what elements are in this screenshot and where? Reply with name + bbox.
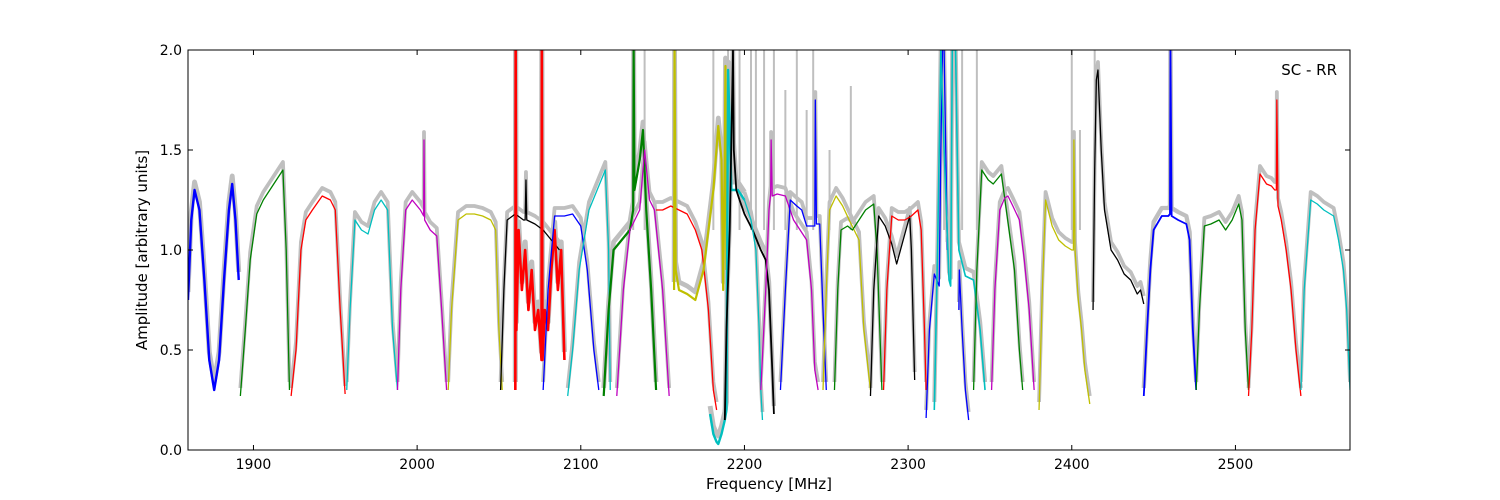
series-band03 bbox=[290, 195, 346, 397]
series-layer bbox=[188, 50, 1350, 446]
series-band08 bbox=[514, 50, 566, 391]
x-tick-label: 2500 bbox=[1218, 457, 1254, 473]
background-trace bbox=[188, 50, 1350, 439]
series-band02 bbox=[239, 169, 291, 397]
background-band-2 bbox=[238, 160, 292, 389]
series-band28 bbox=[990, 195, 1035, 391]
series-band22 bbox=[869, 215, 916, 397]
annotation-label: SC - RR bbox=[1281, 61, 1337, 79]
series-band14 bbox=[672, 50, 728, 302]
background-band-18 bbox=[758, 130, 820, 383]
background-band-19 bbox=[778, 90, 829, 383]
series-band24 bbox=[925, 50, 949, 419]
background-band-30 bbox=[1091, 60, 1146, 303]
background-band-25 bbox=[932, 50, 988, 403]
series-band32 bbox=[1195, 203, 1250, 391]
y-axis-label: Amplitude [arbitrary units] bbox=[133, 150, 151, 350]
series-band04 bbox=[346, 199, 399, 391]
y-tick-label: 2.0 bbox=[160, 43, 182, 59]
series-band20 bbox=[822, 195, 872, 391]
background-band-6 bbox=[446, 204, 505, 383]
background-band-28 bbox=[989, 186, 1037, 383]
y-tick-label: 0.5 bbox=[160, 343, 182, 359]
y-tick-label: 1.0 bbox=[160, 243, 182, 259]
background-band-14 bbox=[671, 50, 729, 295]
series-band11 bbox=[602, 50, 658, 397]
series-band10 bbox=[567, 169, 611, 397]
background-band-5 bbox=[395, 130, 449, 383]
series-band05 bbox=[396, 139, 448, 391]
series-band26 bbox=[958, 269, 970, 421]
y-tick-label: 1.5 bbox=[160, 143, 182, 159]
x-tick-label: 2000 bbox=[399, 457, 435, 473]
background-band-29 bbox=[1037, 130, 1092, 403]
series-band34 bbox=[1300, 199, 1350, 391]
series-band18 bbox=[760, 139, 819, 391]
background-band-33 bbox=[1246, 90, 1303, 389]
series-band17 bbox=[743, 199, 764, 421]
series-band09 bbox=[542, 213, 600, 391]
series-band27 bbox=[972, 169, 1024, 391]
series-band07 bbox=[499, 179, 561, 391]
series-band31 bbox=[1142, 50, 1198, 397]
x-tick-label: 1900 bbox=[236, 457, 272, 473]
series-band13 bbox=[656, 205, 718, 411]
series-band29 bbox=[1038, 139, 1091, 411]
background-band-12 bbox=[614, 140, 672, 389]
background-band-34 bbox=[1299, 190, 1350, 383]
x-tick-label: 2200 bbox=[727, 457, 763, 473]
series-band23 bbox=[882, 209, 927, 391]
series-band30 bbox=[1092, 69, 1145, 311]
series-band12 bbox=[616, 149, 670, 397]
x-tick-label: 2400 bbox=[1054, 457, 1090, 473]
series-band16 bbox=[723, 50, 775, 421]
y-tick-label: 0.0 bbox=[160, 443, 182, 459]
series-band21 bbox=[833, 203, 883, 391]
series-band25 bbox=[933, 50, 986, 411]
series-band33 bbox=[1247, 99, 1302, 397]
axis-ticks: 1900 2000 2100 2200 2300 2400 2500 0.0 0.5 1.0 1.5… bbox=[160, 43, 1350, 473]
x-tick-label: 2100 bbox=[563, 457, 599, 473]
x-tick-label: 2300 bbox=[890, 457, 926, 473]
series-band06 bbox=[447, 213, 503, 391]
x-axis-label: Frequency [MHz] bbox=[706, 475, 832, 493]
background-band-9 bbox=[541, 204, 601, 383]
background-band-1 bbox=[188, 173, 242, 385]
plot-frame bbox=[187, 49, 1351, 451]
series-band01 bbox=[188, 182, 240, 392]
series-band19 bbox=[779, 99, 827, 391]
